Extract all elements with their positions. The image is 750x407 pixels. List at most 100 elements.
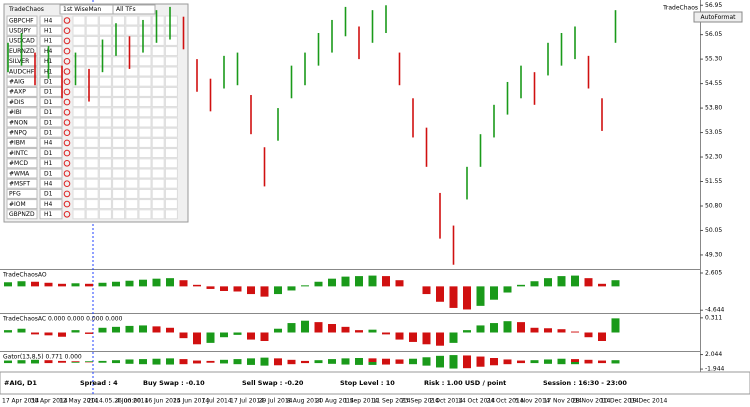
symbol[interactable]: #DIS — [9, 99, 24, 106]
status-icon — [63, 109, 71, 116]
gator-bar — [328, 359, 336, 362]
tf-cell — [39, 117, 63, 128]
grid-cell — [151, 97, 165, 108]
symbol[interactable]: PFG — [9, 191, 21, 198]
grid-cell — [125, 86, 139, 97]
x-tick-label: 7 Jul 2014 — [202, 398, 232, 405]
symbol[interactable]: #WMA — [9, 170, 30, 177]
y-tick-label: 53.05 — [705, 129, 722, 136]
timeframe[interactable]: D1 — [44, 130, 53, 137]
gator-bar — [314, 362, 323, 364]
grid-cell — [85, 35, 99, 46]
gator-bar — [31, 359, 39, 362]
status-icon — [63, 58, 71, 65]
grid-cell — [138, 127, 152, 138]
filter[interactable]: All TFs — [116, 6, 136, 13]
tf-cell — [39, 56, 63, 67]
symbol[interactable]: #IBI — [9, 109, 22, 116]
symbol[interactable]: #INTC — [9, 150, 28, 157]
y-tick-label: -4.644 — [705, 307, 725, 314]
y-tick-label: 2.605 — [705, 270, 722, 277]
grid-cell — [112, 46, 126, 57]
histogram-bar — [422, 286, 431, 295]
symbol[interactable]: #MCD — [9, 160, 28, 167]
grid-cell — [98, 158, 112, 169]
symbol[interactable]: #AIG — [9, 79, 25, 86]
tf-cell — [39, 107, 63, 118]
timeframe[interactable]: H1 — [44, 160, 53, 167]
symbol[interactable]: USDJPY — [9, 28, 31, 35]
histogram-bar — [206, 286, 215, 289]
timeframe[interactable]: H4 — [44, 201, 53, 208]
grid-cell — [125, 46, 139, 57]
histogram-bar — [557, 329, 566, 333]
status-icon — [63, 119, 71, 126]
filter-dropdown[interactable] — [112, 4, 156, 15]
mode[interactable]: 1st WiseMan — [63, 6, 101, 13]
timeframe[interactable]: H4 — [44, 181, 53, 188]
gator-bar — [611, 362, 620, 364]
gator-bar — [17, 362, 26, 364]
y-tick-label: -1.944 — [705, 366, 725, 373]
gator-bar — [179, 359, 188, 362]
symbol[interactable]: GBPNZD — [9, 211, 35, 218]
gator-bar — [571, 362, 579, 365]
histogram-bar — [436, 332, 444, 346]
timeframe[interactable]: H4 — [44, 17, 53, 24]
y-tick-label: 2.044 — [705, 351, 722, 358]
grid-cell — [98, 15, 112, 26]
histogram-bar — [220, 332, 228, 338]
timeframe[interactable]: D1 — [44, 191, 53, 198]
timeframe[interactable]: H1 — [44, 38, 53, 45]
timeframe[interactable]: D1 — [44, 109, 53, 116]
symbol[interactable]: #AXP — [9, 89, 26, 96]
timeframe[interactable]: H4 — [44, 140, 53, 147]
timeframe[interactable]: H1 — [44, 28, 53, 35]
symbol-cell — [6, 97, 38, 108]
histogram-bar — [112, 281, 120, 287]
grid-cell — [151, 35, 165, 46]
grid-cell — [112, 86, 126, 97]
y-tick-label: 49.30 — [705, 251, 722, 258]
timeframe[interactable]: D1 — [44, 170, 53, 177]
symbol[interactable]: #MSFT — [9, 181, 30, 188]
symbol[interactable]: GBPCHF — [9, 17, 34, 24]
x-tick-label: 24 Oct 2014 — [487, 398, 524, 405]
gator-bar — [355, 362, 363, 365]
timeframe[interactable]: D1 — [44, 99, 53, 106]
timeframe[interactable]: H1 — [44, 211, 53, 218]
grid-cell — [164, 76, 178, 87]
timeframe[interactable]: D1 — [44, 150, 53, 157]
grid-cell — [98, 86, 112, 97]
grid-cell — [98, 127, 112, 138]
gator-bar — [382, 362, 390, 365]
symbol[interactable]: #IBM — [9, 140, 25, 147]
button-label[interactable]: AutoFormat — [700, 14, 736, 21]
symbol[interactable]: #IOM — [9, 201, 26, 208]
gator-bar — [449, 355, 458, 362]
grid-cell — [125, 107, 139, 118]
grid-cell — [98, 178, 112, 189]
grid-cell — [85, 107, 99, 118]
grid-cell — [138, 76, 152, 87]
grid-cell — [125, 97, 139, 108]
symbol[interactable]: SILVER — [9, 58, 29, 65]
symbol[interactable]: #NON — [9, 119, 28, 126]
grid-cell — [85, 15, 99, 26]
histogram-bar — [409, 332, 417, 342]
timeframe[interactable]: D1 — [44, 79, 53, 86]
histogram-bar — [382, 332, 390, 335]
grid-cell — [85, 66, 99, 77]
status-item: Sell Swap : -0.20 — [242, 379, 304, 387]
gator-bar — [422, 362, 431, 366]
grid-cell — [151, 66, 165, 77]
symbol[interactable]: #NPQ — [9, 130, 27, 137]
symbol[interactable]: AUDCHF — [9, 68, 35, 75]
autoformat-button[interactable] — [693, 11, 743, 23]
gator-bar — [530, 360, 539, 362]
grid-cell — [72, 158, 86, 169]
timeframe[interactable]: D1 — [44, 89, 53, 96]
gator-bar — [193, 360, 201, 362]
timeframe[interactable]: D1 — [44, 119, 53, 126]
histogram-bar — [233, 332, 242, 335]
